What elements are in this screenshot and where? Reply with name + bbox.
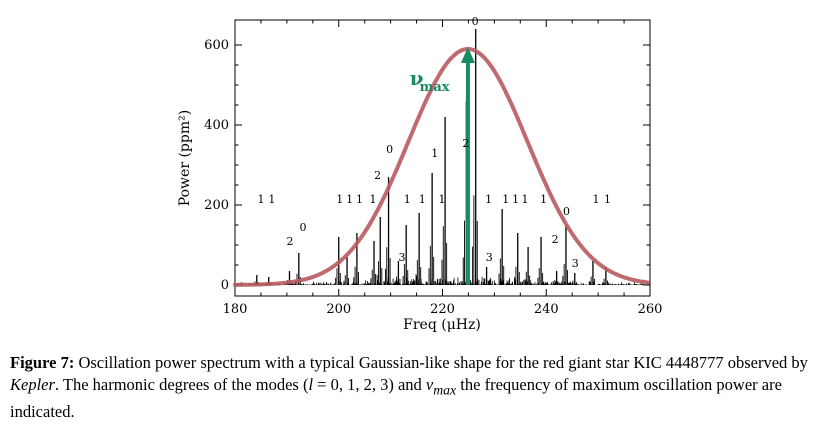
mode-label: 1 xyxy=(512,193,519,206)
mode-label: 1 xyxy=(404,193,411,206)
y-tick-label: 600 xyxy=(204,38,229,53)
mode-label: 1 xyxy=(257,193,264,206)
mode-label: 1 xyxy=(431,147,438,160)
numax-label-sub: max xyxy=(420,80,450,95)
caption-math-l: l xyxy=(308,375,314,394)
mode-label: 1 xyxy=(356,193,363,206)
x-axis-ticks: 180 200 220 240 260 xyxy=(223,20,663,317)
mode-label: 3 xyxy=(399,251,406,264)
mode-label: 3 xyxy=(486,251,493,264)
caption-label: Figure 7: xyxy=(10,353,75,372)
x-axis-label: Freq (μHz) xyxy=(403,317,481,333)
mode-label: 1 xyxy=(268,193,275,206)
mode-label: 0 xyxy=(563,205,570,218)
mode-label: 2 xyxy=(374,169,381,182)
y-axis-label: Power (ppm²) xyxy=(177,110,193,206)
figure-caption: Figure 7: Oscillation power spectrum wit… xyxy=(10,352,825,423)
mode-label: 0 xyxy=(299,221,306,234)
mode-label: 1 xyxy=(604,193,611,206)
caption-math-nu: ν xyxy=(425,375,434,394)
numax-label: ν xyxy=(410,66,424,90)
mode-label: 1 xyxy=(540,193,547,206)
caption-math-sub: max xyxy=(433,382,457,398)
mode-label: 1 xyxy=(502,193,509,206)
mode-label: 1 xyxy=(485,193,492,206)
y-tick-label: 0 xyxy=(221,278,229,293)
y-tick-label: 400 xyxy=(204,118,229,133)
spectrum-peaks xyxy=(234,29,650,285)
numax-arrow-head xyxy=(460,47,475,63)
mode-label: 1 xyxy=(369,193,376,206)
mode-label: 1 xyxy=(419,193,426,206)
mode-label: 0 xyxy=(472,15,479,28)
mode-label: 1 xyxy=(593,193,600,206)
mode-label: 2 xyxy=(552,233,559,246)
x-tick-label: 220 xyxy=(430,302,455,317)
x-tick-label: 200 xyxy=(326,302,351,317)
caption-text-2: . The harmonic degrees of the modes ( xyxy=(54,375,309,394)
x-tick-label: 240 xyxy=(534,302,559,317)
mode-label: 2 xyxy=(286,235,293,248)
mode-label: 2 xyxy=(462,137,469,150)
gaussian-envelope xyxy=(233,46,650,287)
mode-label: 1 xyxy=(438,193,445,206)
x-tick-label: 260 xyxy=(638,302,663,317)
mode-label: 3 xyxy=(572,257,579,270)
numax-arrow: νmax xyxy=(410,47,475,285)
caption-text-3: = 0, 1, 2, 3) and xyxy=(313,375,426,394)
mode-label: 1 xyxy=(336,193,343,206)
mode-label: 1 xyxy=(346,193,353,206)
y-tick-label: 200 xyxy=(204,198,229,213)
mode-label: 0 xyxy=(386,143,393,156)
caption-text-4: the frequency of maximum oscillation pow… xyxy=(10,375,782,422)
caption-text-1: Oscillation power spectrum with a typica… xyxy=(74,353,808,372)
mode-label: 1 xyxy=(521,193,528,206)
x-tick-label: 180 xyxy=(223,302,248,317)
caption-kepler: Kepler xyxy=(10,375,55,394)
